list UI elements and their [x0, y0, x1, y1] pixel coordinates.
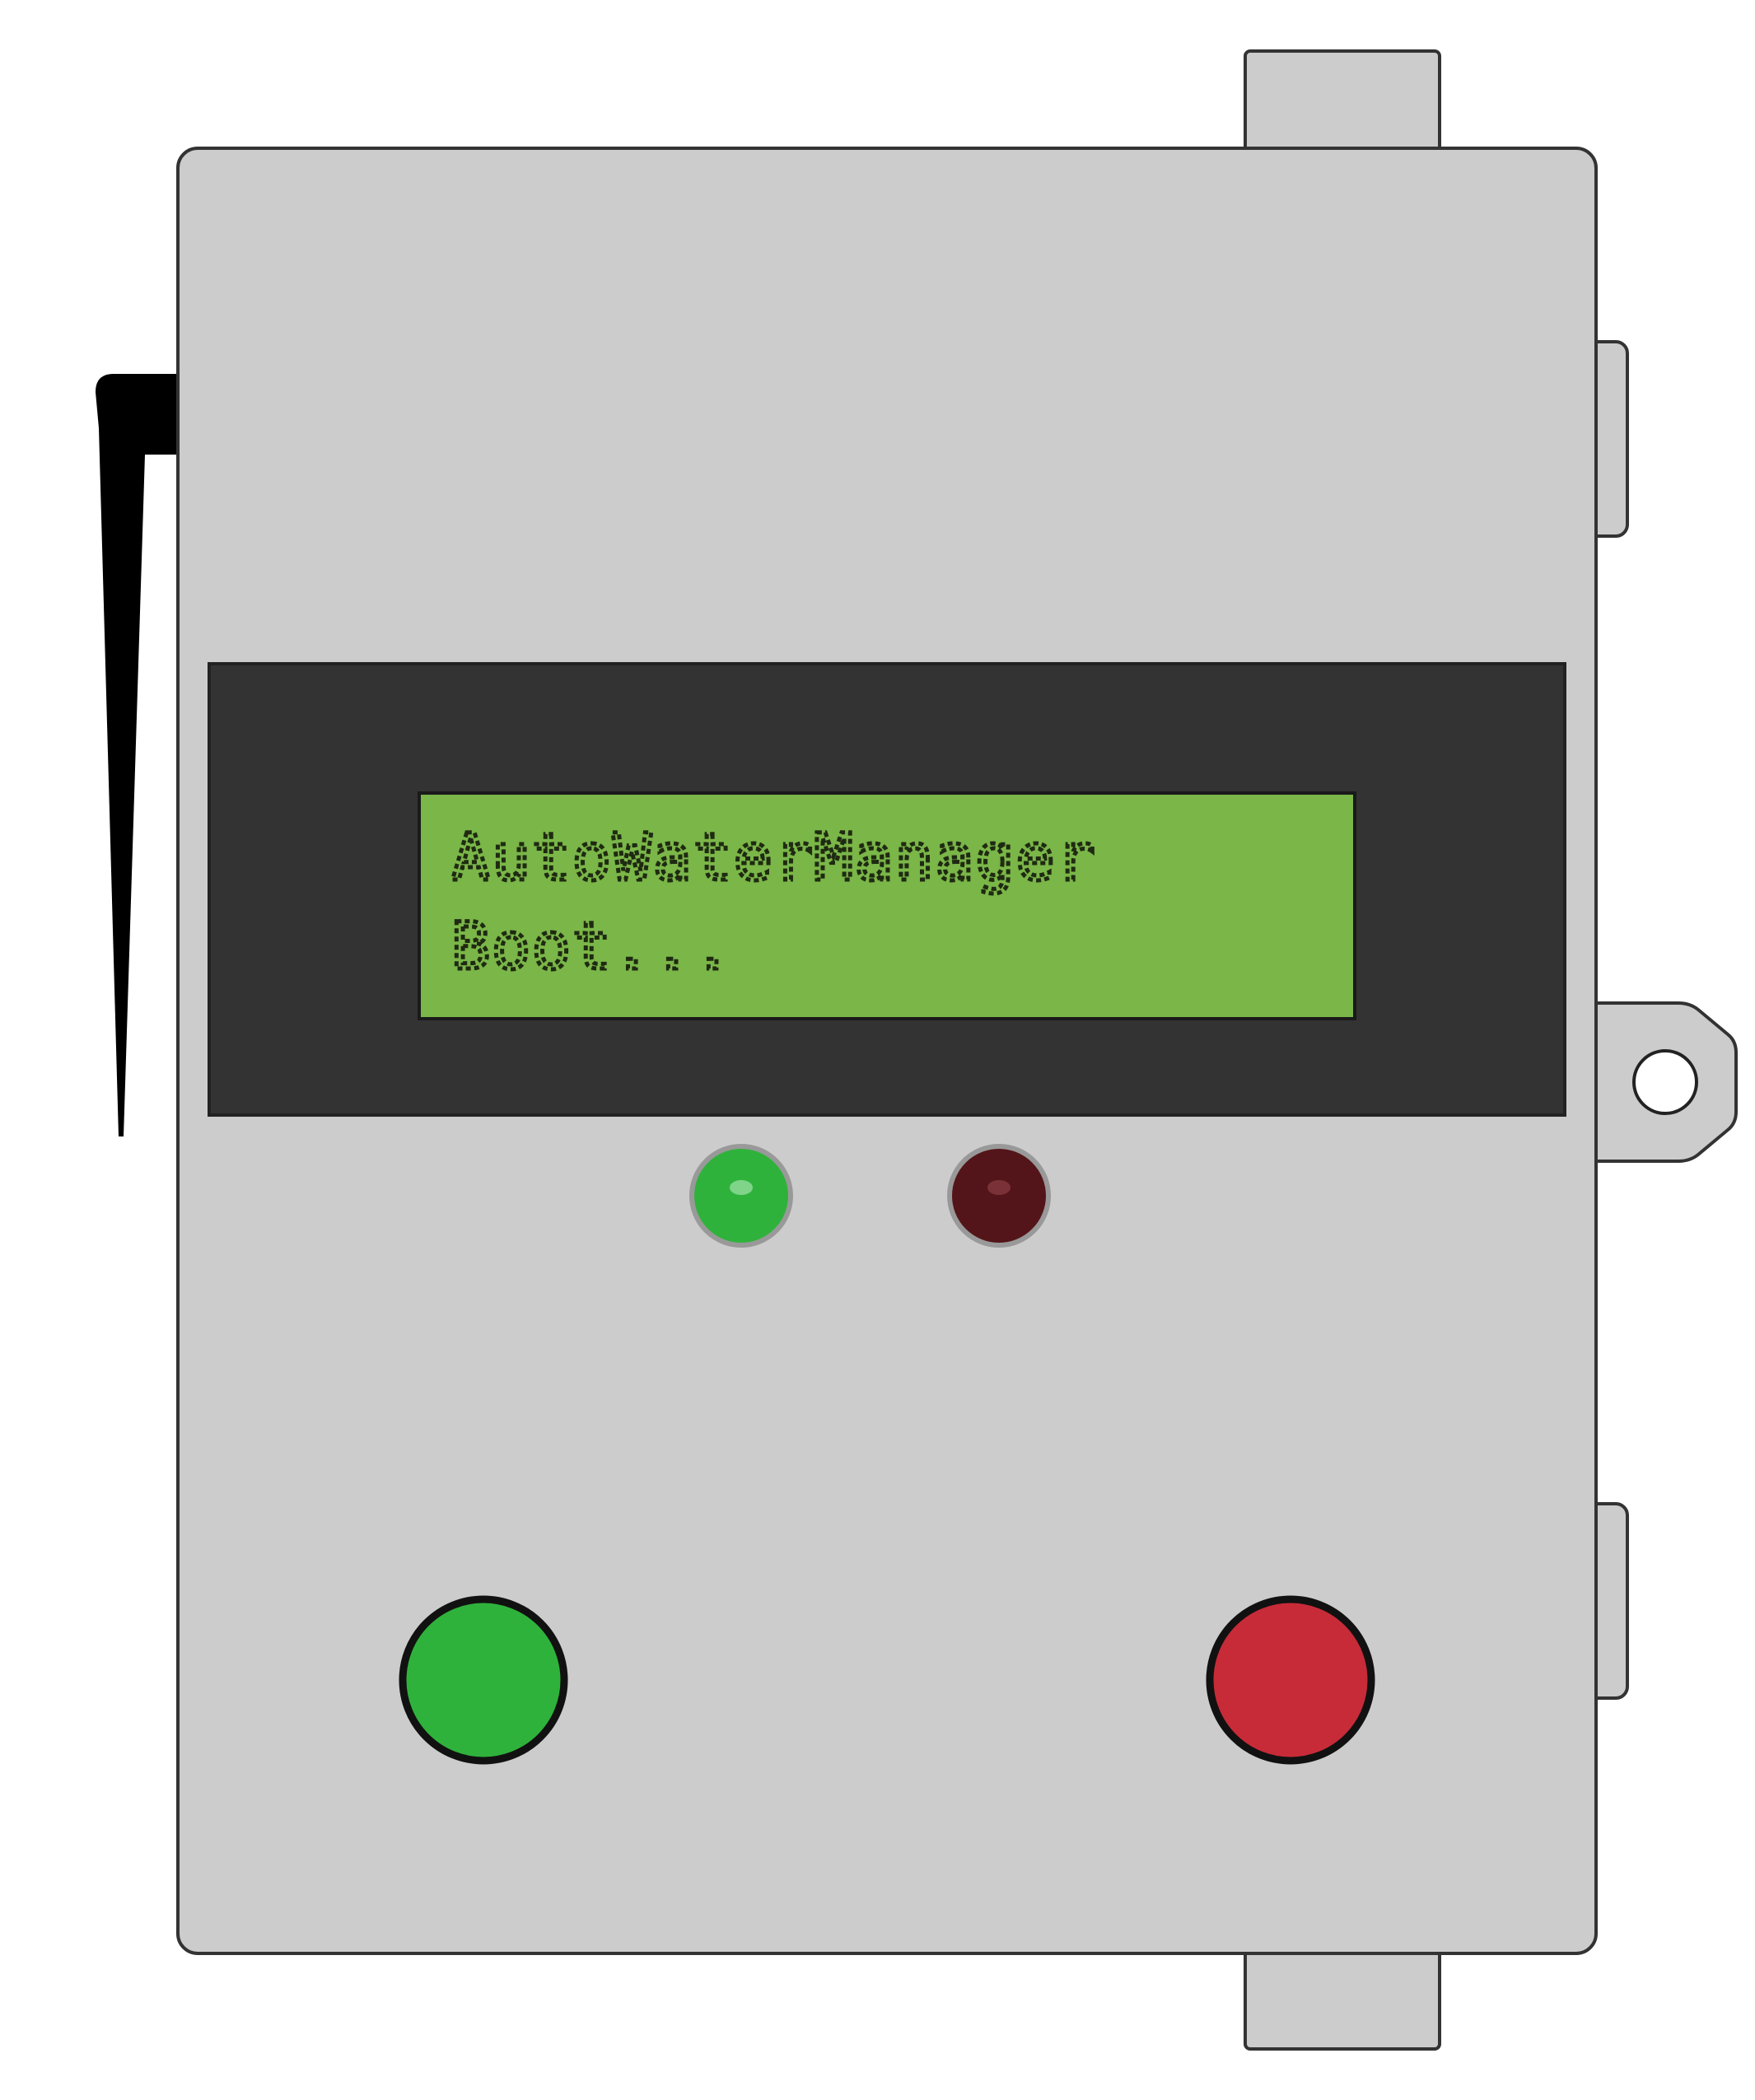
lcd-screen: AutoWaterManager Boot... [418, 791, 1356, 1020]
stop-button[interactable] [1206, 1595, 1375, 1765]
antenna [96, 374, 178, 1136]
status-led-green [689, 1144, 793, 1248]
top-latch [1244, 49, 1441, 160]
mounting-hole [1632, 1049, 1698, 1115]
lcd-line-2: Boot... [451, 910, 734, 984]
start-button[interactable] [399, 1595, 568, 1765]
lcd-line-1: AutoWaterManager [451, 821, 1096, 895]
bottom-latch [1244, 1940, 1441, 2051]
status-led-red [947, 1144, 1051, 1248]
